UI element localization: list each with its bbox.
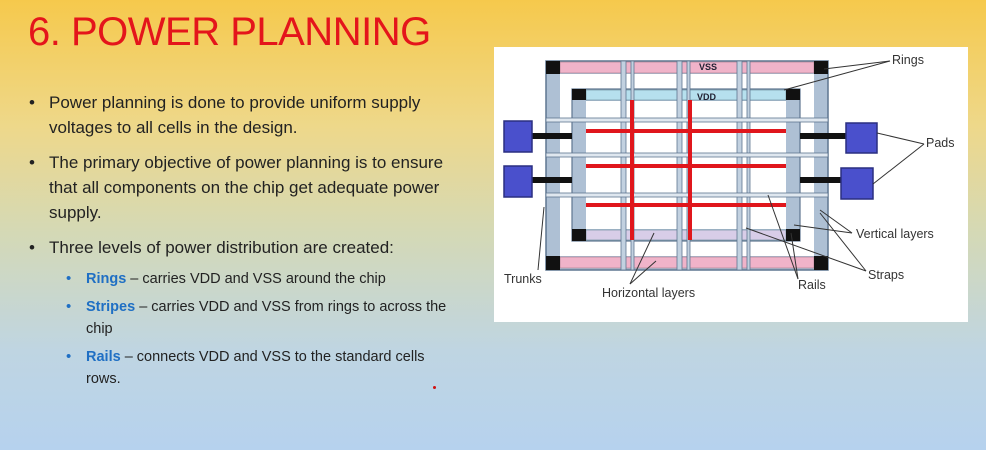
sub-bullet-keyword: Rings — [86, 271, 127, 287]
vss-ring-label: VSS — [699, 62, 718, 72]
sub-bullet-text: – carries VDD and VSS from rings to acro… — [86, 299, 447, 337]
sub-bullet-item: • Rails – connects VDD and VSS to the st… — [66, 346, 458, 390]
power-planning-diagram: VSS VDD Rings Pads Vertical layers Strap… — [494, 47, 968, 322]
stray-red-dot — [433, 386, 436, 389]
pads — [503, 120, 878, 200]
ring-corners — [546, 61, 828, 270]
pads-label: Pads — [926, 136, 955, 150]
bullet-dot-icon: • — [29, 93, 35, 112]
bullet-text: The primary objective of power planning … — [49, 153, 444, 222]
vertical-layers-label: Vertical layers — [856, 227, 934, 241]
sub-bullet-dot-icon: • — [66, 298, 72, 315]
bullet-item: • Power planning is done to provide unif… — [28, 90, 458, 140]
horizontal-rails — [586, 129, 786, 207]
slide-title: 6. POWER PLANNING — [28, 10, 431, 54]
bullet-item: • The primary objective of power plannin… — [28, 150, 458, 225]
trunks-label: Trunks — [504, 272, 542, 286]
bullet-text: Three levels of power distribution are c… — [49, 238, 394, 257]
bullet-text: Power planning is done to provide unifor… — [49, 93, 421, 137]
horizontal-straps — [545, 117, 829, 198]
bullet-item: • Three levels of power distribution are… — [28, 235, 458, 260]
rings-label: Rings — [892, 53, 924, 67]
sub-bullet-dot-icon: • — [66, 270, 72, 287]
sub-bullet-keyword: Stripes — [86, 299, 136, 315]
bullet-dot-icon: • — [29, 238, 35, 257]
sub-bullet-list: • Rings – carries VDD and VSS around the… — [66, 268, 458, 390]
diagram-drawing — [503, 60, 925, 285]
rails-label: Rails — [798, 278, 826, 292]
sub-bullet-text: – carries VDD and VSS around the chip — [126, 271, 386, 287]
vdd-ring-label: VDD — [697, 92, 717, 102]
sub-bullet-item: • Rings – carries VDD and VSS around the… — [66, 268, 458, 290]
sub-bullet-text: – connects VDD and VSS to the standard c… — [86, 349, 425, 387]
bullet-dot-icon: • — [29, 153, 35, 172]
leader-lines — [537, 60, 925, 285]
vertical-rails — [630, 100, 692, 240]
straps-label: Straps — [868, 268, 905, 282]
vdd-ring-top — [585, 89, 787, 101]
bullet-list: • Power planning is done to provide unif… — [28, 90, 458, 396]
horizontal-layers-label: Horizontal layers — [602, 286, 696, 300]
sub-bullet-dot-icon: • — [66, 348, 72, 365]
trunks — [532, 133, 846, 183]
sub-bullet-keyword: Rails — [86, 349, 121, 365]
sub-bullet-item: • Stripes – carries VDD and VSS from rin… — [66, 296, 458, 340]
